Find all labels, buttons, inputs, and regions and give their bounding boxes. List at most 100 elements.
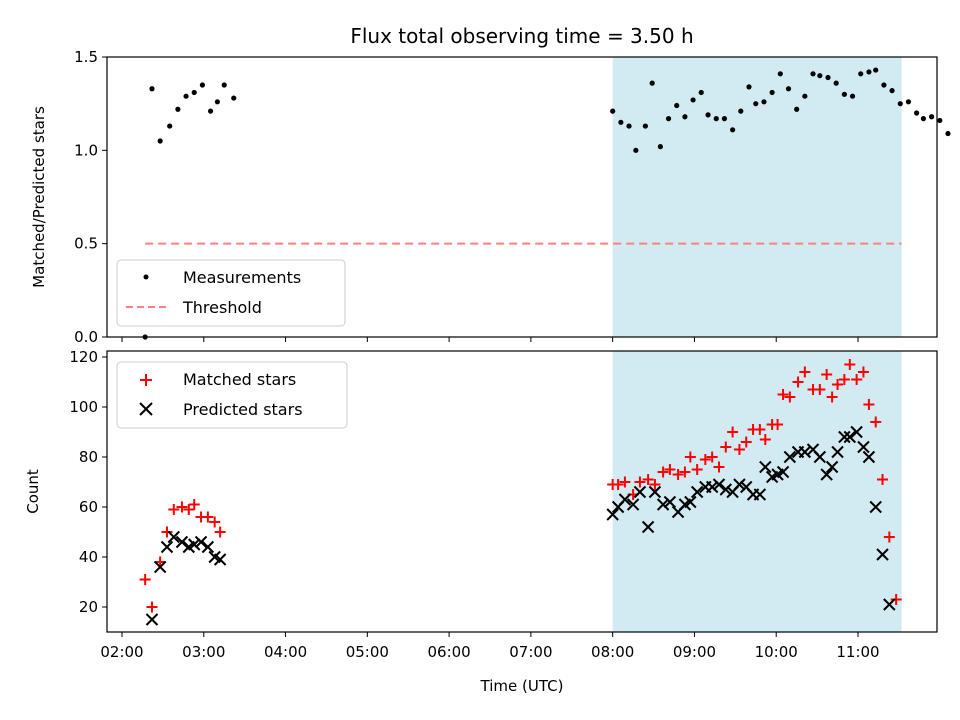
matched-star-point [826, 391, 838, 403]
matched-star-point [799, 366, 811, 378]
matched-star-point [720, 441, 732, 453]
legend-threshold-label: Threshold [182, 298, 262, 317]
matched-star-point [139, 574, 151, 585]
ratio-y-tick-label: 1.0 [74, 141, 98, 159]
matched-star-point [733, 444, 745, 455]
predicted-star-point [633, 485, 647, 499]
measurement-point [682, 114, 688, 120]
matched-star-point [772, 419, 784, 430]
measurement-point [690, 97, 696, 103]
measurement-points [142, 67, 951, 340]
matched-star-point [634, 476, 646, 488]
matched-star-point [814, 384, 826, 395]
matched-star-point [838, 374, 850, 385]
measurement-point [761, 99, 767, 105]
time-x-tick-label: 05:00 [346, 643, 389, 661]
measurement-point [858, 71, 864, 77]
matched-star-point [168, 504, 180, 515]
predicted-star-point [798, 445, 812, 459]
matched-star-point [612, 479, 624, 490]
measurement-point [183, 93, 189, 99]
predicted-star-point [606, 508, 619, 521]
matched-star-point [642, 474, 654, 485]
legend-predicted-label: Predicted stars [183, 400, 303, 419]
ratio-y-tick-label: 1.5 [74, 48, 98, 66]
legend-predicted-marker [139, 402, 153, 416]
predicted-star-point [753, 488, 767, 501]
matched-star-point [832, 379, 844, 390]
predicted-star-point [712, 478, 726, 491]
matched-star-point [877, 474, 889, 485]
measurement-point [920, 116, 927, 122]
measurement-point [833, 80, 839, 86]
matched-star-point [146, 601, 158, 613]
measurement-point [738, 108, 744, 114]
measurement-point [713, 116, 719, 122]
measurement-point [231, 95, 237, 101]
matched-star-point [657, 466, 669, 478]
measurement-point [817, 73, 823, 79]
measurement-point [214, 99, 221, 105]
predicted-star-point [175, 535, 189, 549]
predicted-star-point [690, 485, 704, 499]
predicted-star-point [876, 548, 889, 561]
measurement-point [785, 86, 792, 92]
measurement-point [721, 116, 728, 122]
matched-star-point [851, 374, 863, 385]
ratio-y-tick-label: 0.5 [74, 235, 98, 253]
measurement-point [746, 84, 752, 90]
predicted-star-point [160, 540, 174, 554]
measurement-point [841, 91, 847, 97]
predicted-star-point [145, 613, 159, 626]
ratio-legend: Measurements Threshold [116, 259, 346, 327]
measurement-point [769, 89, 775, 96]
legend-measurements-marker [143, 274, 149, 280]
count-y-tick-label: 60 [79, 498, 98, 516]
matched-star-point [664, 464, 676, 475]
matched-star-point [870, 416, 882, 428]
matched-star-point [202, 511, 214, 523]
measurement-point [889, 88, 895, 94]
measurement-point [929, 114, 935, 120]
predicted-star-point [843, 430, 857, 444]
measurement-point [730, 127, 736, 133]
legend-matched-marker [140, 374, 152, 386]
predicted-star-point [194, 535, 208, 549]
measurement-point [674, 102, 680, 109]
predicted-star-point [648, 485, 662, 499]
time-x-tick-label: 02:00 [100, 643, 143, 661]
matched-star-point [684, 451, 696, 463]
matched-star-point [679, 466, 691, 478]
matched-star-point [863, 399, 875, 410]
predicted-star-point [831, 445, 844, 459]
measurement-point [881, 82, 887, 88]
matched-star-point [209, 516, 221, 528]
ratio-panel-frame [106, 56, 938, 338]
predicted-star-point [759, 460, 772, 474]
time-x-tick-label: 03:00 [182, 643, 225, 661]
measurement-point [157, 138, 163, 144]
count-y-axis-label: Count [24, 469, 42, 514]
measurement-point [937, 117, 943, 124]
time-x-axis-label: Time (UTC) [480, 677, 564, 695]
matched-star-point [754, 424, 766, 435]
matched-star-point [619, 476, 631, 488]
predicted-star-point [825, 460, 839, 474]
matched-star-point [792, 376, 804, 388]
measurement-point [810, 71, 816, 77]
count-y-tick-label: 120 [69, 348, 98, 366]
matched-star-point [777, 389, 789, 400]
measurement-point [610, 108, 616, 114]
measurement-point [794, 106, 800, 112]
measurement-point [825, 74, 831, 81]
predicted-star-point [883, 598, 896, 611]
matched-star-point [183, 504, 195, 515]
matched-star-point [176, 501, 188, 513]
count-y-tick-label: 80 [79, 448, 98, 466]
counts-panel: 20 40 60 80 100 120 02:00 03:00 04:00 05:00 06:00… [24, 348, 938, 695]
matched-star-point [844, 359, 856, 370]
measurement-point [873, 67, 879, 73]
ratio-panel: 0.0 0.5 1.0 1.5 Matched/Predicted stars Mea… [30, 48, 951, 346]
legend-measurements-label: Measurements [183, 268, 301, 287]
predicted-star-point [869, 500, 882, 514]
